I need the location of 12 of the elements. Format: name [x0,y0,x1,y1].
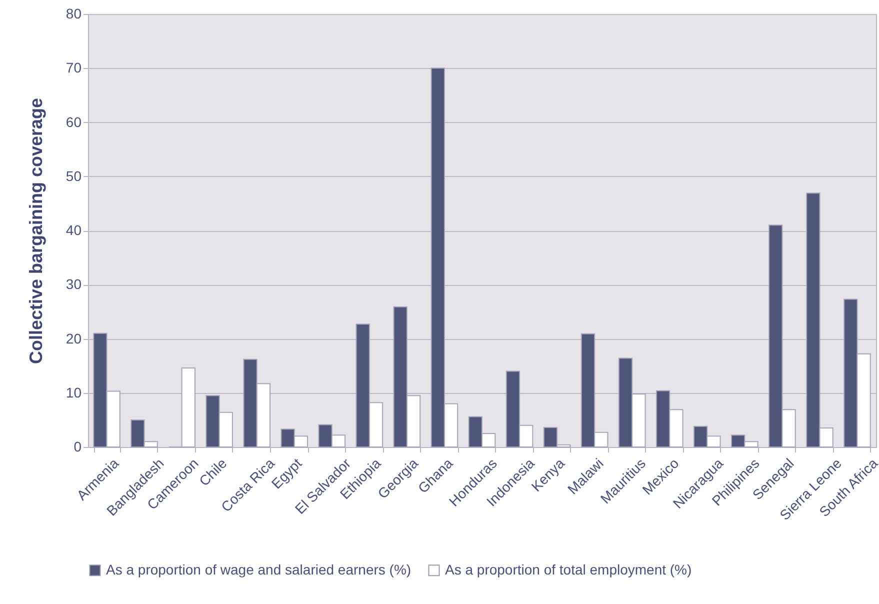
y-tick-label: 10 [66,384,82,400]
y-tick-label: 60 [66,114,82,130]
y-tick-label: 80 [66,6,82,22]
y-tick-label: 70 [66,60,82,76]
y-axis-title: Collective bargaining coverage [26,98,46,364]
y-tick-label: 0 [74,438,82,454]
y-tick-label: 40 [66,222,82,238]
legend-label: As a proportion of wage and salaried earners (%) [106,561,412,578]
y-tick-label: 30 [66,276,82,292]
y-tick-label: 50 [66,168,82,184]
y-tick-label: 20 [66,330,82,346]
legend-label: As a proportion of total employment (%) [445,561,692,578]
